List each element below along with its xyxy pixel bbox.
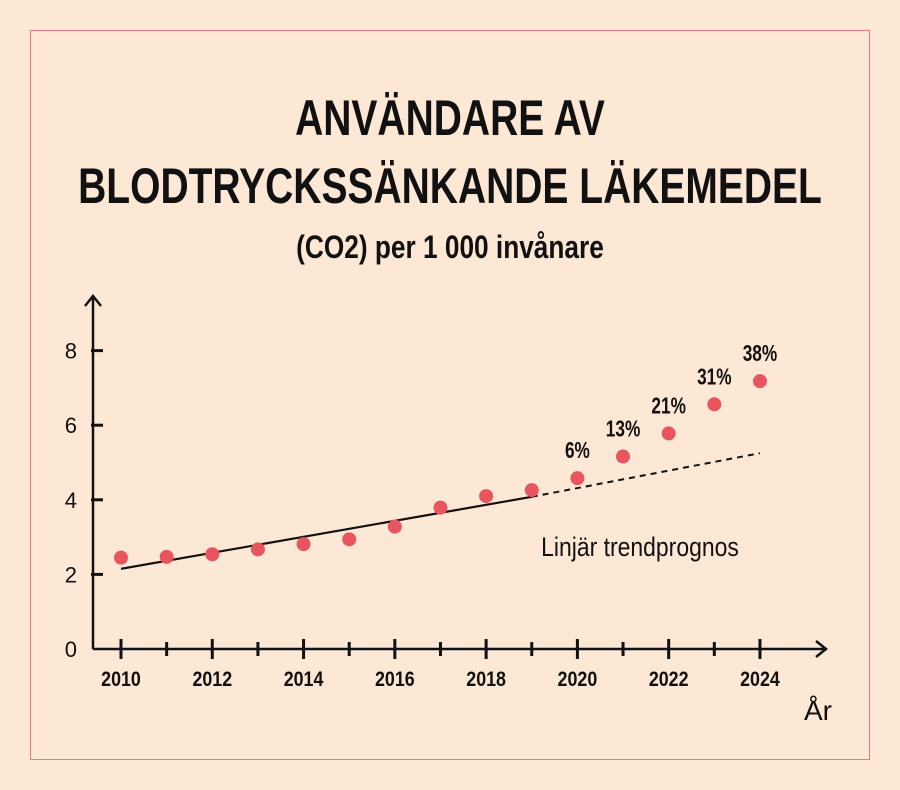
data-point [479, 489, 494, 504]
data-point [707, 397, 722, 412]
chart-frame [30, 30, 870, 760]
data-point [205, 547, 220, 562]
data-point [342, 532, 357, 547]
trend-label: Linjär trendprognos [541, 532, 739, 562]
x-tick-label: 2020 [558, 668, 598, 692]
data-label: 38% [743, 342, 777, 367]
chart-title-line-2: BLODTRYCKSSÄNKANDE LÄKEMEDEL [78, 157, 822, 214]
data-point [570, 471, 585, 486]
x-tick-label: 2016 [375, 668, 415, 692]
data-point [387, 519, 402, 534]
data-label: 31% [697, 365, 731, 390]
y-tick-label: 0 [65, 637, 77, 662]
y-axis-arrow-icon [84, 293, 102, 307]
x-axis-label: År [804, 695, 832, 726]
x-tick-label: 2010 [101, 668, 141, 692]
x-tick-label: 2024 [740, 668, 780, 692]
data-point [296, 537, 311, 552]
data-point [524, 483, 539, 498]
trend-line-forecast [531, 452, 761, 498]
x-tick-label: 2012 [192, 668, 232, 692]
x-tick-label: 2022 [649, 668, 689, 692]
data-label: 21% [651, 394, 685, 419]
data-point [433, 500, 448, 515]
data-label: 6% [565, 439, 590, 464]
data-point [159, 549, 174, 564]
y-tick-label: 6 [65, 413, 77, 438]
x-tick-label: 2014 [284, 668, 324, 692]
data-point [752, 374, 767, 389]
data-point [250, 542, 265, 557]
x-axis-arrow-icon [815, 640, 829, 658]
data-point [661, 426, 676, 441]
data-point [114, 550, 128, 565]
x-tick-label: 2018 [466, 668, 506, 692]
chart-title-line-1: ANVÄNDARE AV [295, 89, 605, 146]
data-point [616, 449, 631, 464]
chart-subtitle: (CO2) per 1 000 invånare [296, 231, 604, 266]
trend-line-solid [120, 495, 532, 570]
y-tick-label: 8 [65, 339, 77, 364]
data-label: 13% [606, 417, 640, 442]
y-tick-label: 4 [65, 488, 77, 513]
y-tick-label: 2 [65, 562, 77, 587]
